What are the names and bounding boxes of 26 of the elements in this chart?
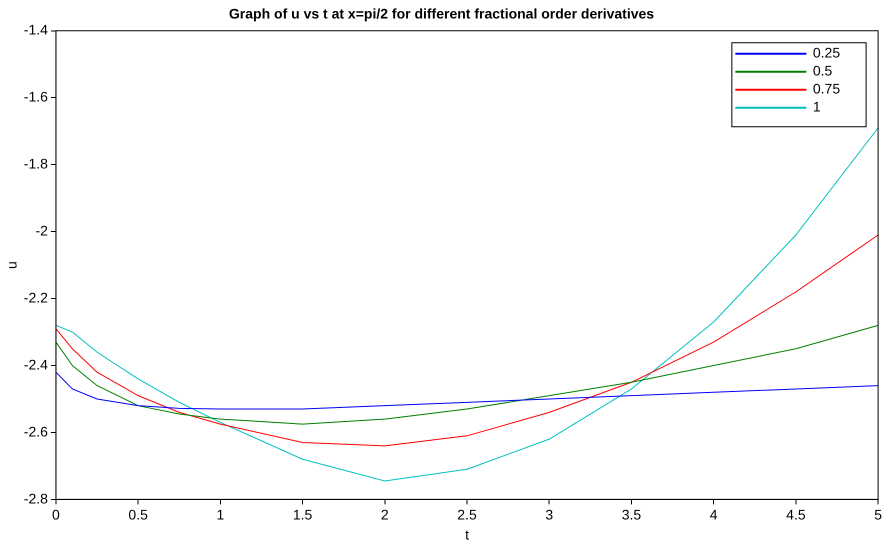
- x-tick-label: 3: [545, 506, 554, 523]
- x-tick-label: 0.5: [128, 506, 148, 523]
- y-tick-label: -2.4: [24, 356, 48, 372]
- y-tick-label: -2.6: [24, 423, 48, 440]
- legend-label: 0.75: [812, 80, 840, 97]
- x-tick-label: 1.5: [292, 506, 313, 523]
- legend-label: 1: [812, 98, 821, 115]
- x-axis-title: t: [465, 526, 470, 542]
- legend-label: 0.25: [812, 44, 840, 61]
- x-tick-label: 1: [216, 506, 224, 523]
- x-tick-label: 4.5: [786, 506, 806, 523]
- y-tick-label: -1.4: [24, 22, 48, 38]
- x-tick-label: 2.5: [457, 506, 477, 523]
- x-tick-label: 3.5: [622, 506, 642, 523]
- y-tick-label: -1.8: [24, 156, 48, 172]
- y-tick-label: -1.6: [24, 88, 48, 105]
- x-tick-label: 4: [710, 506, 718, 523]
- y-tick-label: -2.8: [24, 490, 48, 506]
- y-axis-title: u: [3, 261, 20, 269]
- chart-title: Graph of u vs t at x=pi/2 for different fractional order derivatives: [228, 5, 654, 22]
- y-tick-label: -2: [35, 222, 48, 238]
- legend-label: 0.5: [812, 62, 833, 79]
- x-tick-label: 2: [380, 506, 389, 523]
- x-tick-label: 5: [874, 506, 882, 523]
- x-tick-label: 0: [52, 506, 60, 523]
- y-tick-label: -2.2: [24, 289, 48, 306]
